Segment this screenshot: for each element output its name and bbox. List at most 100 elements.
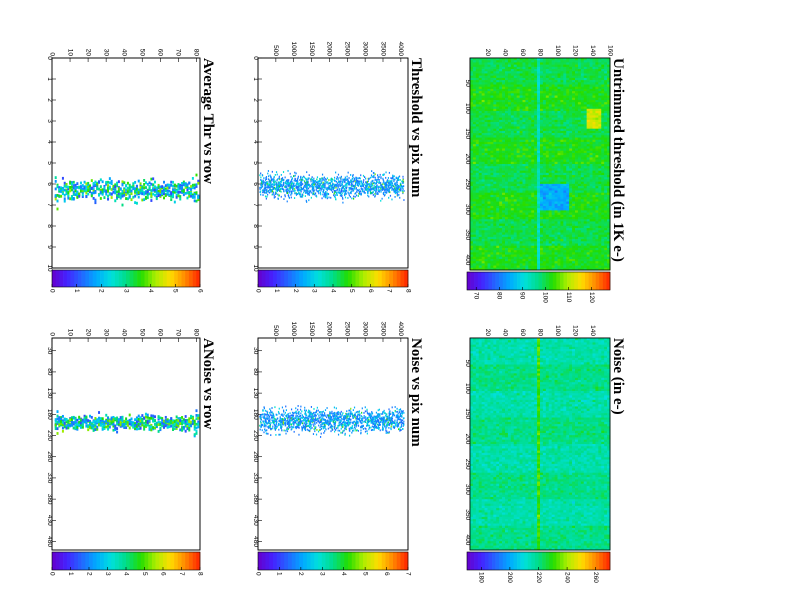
heatmap-cell — [475, 437, 480, 440]
heatmap-cell — [554, 241, 558, 244]
y-tick-label: 300 — [464, 484, 471, 495]
heatmap-cell — [534, 102, 538, 105]
heatmap-cell — [575, 205, 579, 209]
heatmap-cell — [577, 219, 582, 222]
heatmap-cell — [563, 254, 567, 258]
heatmap-cell — [516, 99, 520, 103]
heatmap-cell — [478, 122, 483, 125]
heatmap-cell — [496, 181, 500, 185]
heatmap-cell — [502, 247, 506, 251]
heatmap-cell — [598, 245, 602, 249]
heatmap-cell — [595, 159, 599, 163]
heatmap-cell — [528, 214, 532, 218]
heatmap-cell — [604, 128, 608, 132]
heatmap-cell — [531, 146, 535, 149]
heatmap-cell — [475, 166, 480, 169]
heatmap-cell — [601, 77, 605, 81]
heatmap-cell — [580, 256, 585, 260]
heatmap-cell — [507, 188, 512, 191]
heatmap-cell — [513, 104, 518, 107]
heatmap-cell — [496, 128, 500, 132]
heatmap-cell — [499, 186, 503, 189]
heatmap-cell — [592, 161, 596, 165]
heatmap-cell — [598, 82, 602, 85]
heatmap-cell — [470, 166, 474, 169]
heatmap-cell — [496, 71, 500, 74]
heatmap-cell — [560, 243, 564, 247]
heatmap-cell — [554, 183, 558, 187]
heatmap-cell — [493, 217, 497, 220]
heatmap-cell — [516, 159, 520, 163]
heatmap-cell — [534, 208, 538, 211]
heatmap-cell — [528, 212, 532, 216]
heatmap-cell — [589, 84, 593, 88]
heatmap-cell — [554, 179, 558, 183]
heatmap-cell — [540, 141, 544, 145]
heatmap-cell — [572, 84, 576, 88]
heatmap-cell — [472, 225, 477, 229]
heatmap-cell — [569, 181, 573, 185]
heatmap-cell — [519, 95, 523, 99]
heatmap-cell — [540, 80, 544, 83]
heatmap-cell — [472, 179, 477, 183]
heatmap-cell — [583, 190, 588, 194]
heatmap-cell — [510, 77, 515, 81]
heatmap-cell — [490, 119, 494, 123]
heatmap-cell — [475, 190, 480, 194]
heatmap-cell — [513, 166, 518, 169]
heatmap-cell — [470, 426, 474, 429]
heatmap-cell — [598, 86, 602, 90]
heatmap-cell — [487, 219, 491, 222]
heatmap-cell — [470, 477, 474, 480]
heatmap-cell — [595, 93, 599, 96]
heatmap-cell — [557, 75, 561, 79]
heatmap-cell — [577, 192, 582, 196]
heatmap-cell — [513, 60, 518, 63]
heatmap-cell — [598, 75, 602, 79]
heatmap-cell — [493, 148, 497, 152]
heatmap-cell — [490, 106, 494, 110]
heatmap-cell — [572, 164, 576, 167]
heatmap-cell — [560, 168, 564, 171]
heatmap-cell — [487, 177, 491, 180]
heatmap-cell — [557, 192, 561, 196]
heatmap-cell — [548, 115, 553, 118]
heatmap-cell — [534, 205, 538, 209]
heatmap-cell — [563, 261, 567, 264]
heatmap-cell — [478, 230, 483, 233]
heatmap-cell — [499, 252, 503, 255]
heatmap-cell — [510, 203, 515, 207]
heatmap-cell — [545, 150, 550, 154]
heatmap-cell — [569, 119, 573, 123]
heatmap-cell — [575, 104, 579, 107]
heatmap-cell — [522, 214, 526, 218]
heatmap-cell — [499, 254, 503, 258]
heatmap-cell — [580, 82, 585, 85]
heatmap-cell — [592, 221, 596, 224]
heatmap-cell — [519, 265, 523, 269]
heatmap-cell — [475, 80, 480, 83]
heatmap-cell — [542, 115, 547, 118]
heatmap-cell — [507, 66, 512, 70]
heatmap-cell — [583, 113, 588, 116]
heatmap-cell — [548, 166, 553, 169]
heatmap-cell — [519, 177, 523, 180]
heatmap-cell — [548, 91, 553, 94]
heatmap-cell — [572, 106, 576, 110]
heatmap-cell — [496, 126, 500, 130]
heatmap-cell — [496, 234, 500, 238]
heatmap-cell — [490, 186, 494, 189]
heatmap-cell — [490, 250, 494, 253]
heatmap-cell — [531, 115, 535, 118]
heatmap-cell — [475, 104, 480, 107]
heatmap-cell — [604, 258, 608, 262]
heatmap-cell — [490, 166, 494, 169]
heatmap-cell — [586, 135, 590, 138]
heatmap-cell — [604, 170, 608, 174]
heatmap-cell — [487, 258, 491, 262]
heatmap-cell — [487, 217, 491, 220]
heatmap-cell — [502, 159, 506, 163]
heatmap-cell — [502, 263, 506, 266]
heatmap-cell — [580, 179, 585, 183]
heatmap-cell — [604, 166, 608, 169]
